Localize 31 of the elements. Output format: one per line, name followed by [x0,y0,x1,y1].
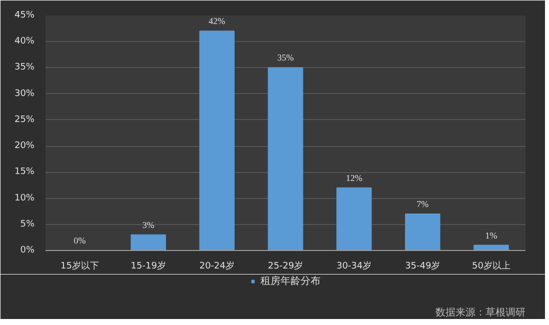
bar [199,30,235,250]
x-tick-label: 30-34岁 [336,260,372,272]
data-label: 0% [74,236,86,246]
data-label: 35% [277,52,294,63]
y-tick-label: 20% [14,141,35,152]
y-tick-label: 0% [20,246,35,256]
x-tick-label: 25-29岁 [268,260,304,272]
data-label: 7% [416,198,430,209]
data-label: 1% [485,230,498,240]
x-tick-label: 35-49岁 [405,260,440,272]
y-tick-label: 15% [14,167,35,178]
y-tick-label: 10% [14,193,35,204]
x-tick-label: 20-24岁 [199,260,235,272]
bar [130,234,166,250]
y-tick-label: 35% [14,62,35,73]
bar [268,67,304,250]
y-tick-label: 25% [14,114,35,125]
y-tick-label: 5% [20,219,35,230]
x-tick-label: 15岁以下 [60,260,100,272]
bar [405,213,440,250]
y-tick-label: 40% [14,36,35,47]
data-label: 3% [142,220,155,230]
legend-label: 租房年龄分布 [260,274,320,288]
x-tick-label: 50岁以上 [472,260,510,272]
source-note: 数据来源：草根调研 [436,306,526,319]
y-tick-label: 45% [14,10,35,20]
x-tick-label: 15-19岁 [130,260,166,272]
y-tick-label: 30% [14,88,35,99]
bar [336,187,372,250]
data-label: 42% [208,16,226,26]
data-label: 12% [346,172,363,183]
